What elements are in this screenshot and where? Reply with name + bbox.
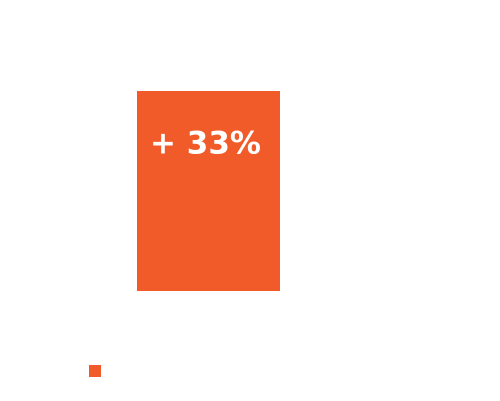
legend-marker	[89, 365, 101, 377]
value-label: + 33%	[150, 126, 261, 162]
bar	[137, 91, 280, 291]
